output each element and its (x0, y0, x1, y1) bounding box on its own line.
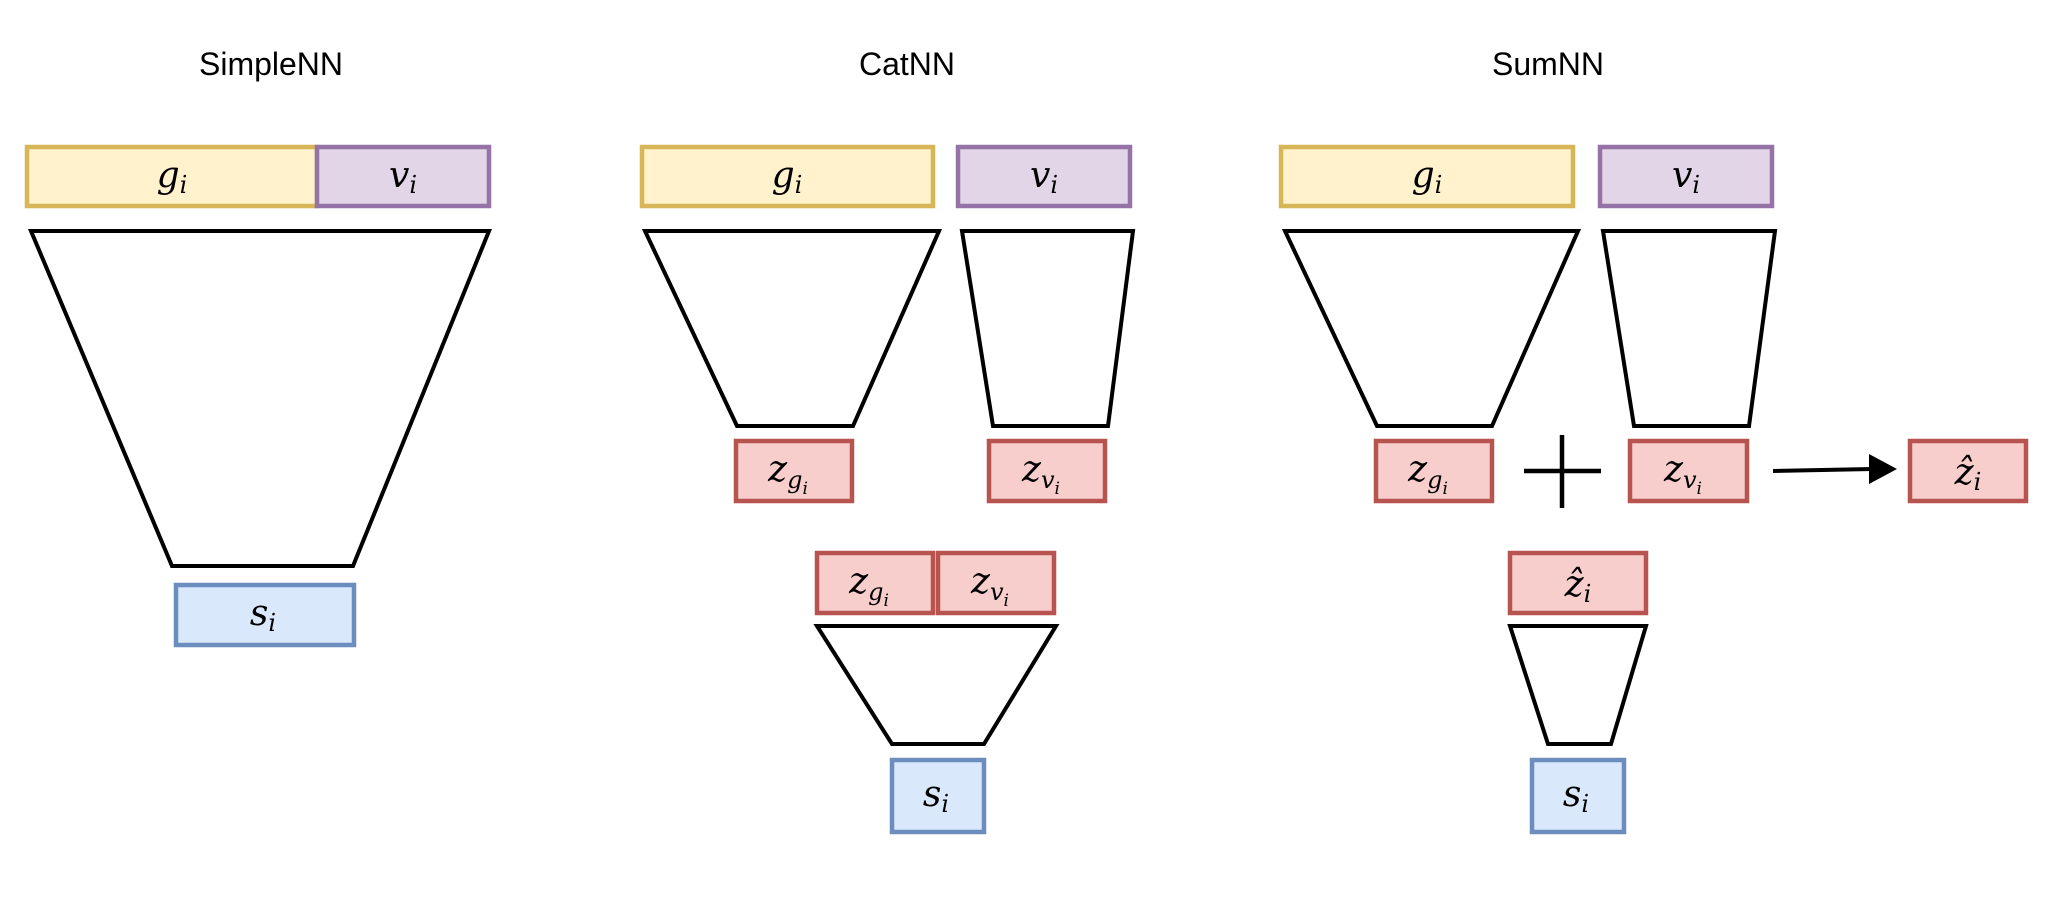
sumnn-output-s-label: si (1563, 774, 1589, 818)
catnn-head-trapezoid (813, 624, 1060, 746)
sumnn-output-s-box (1529, 757, 1627, 835)
simplenn-input-v-box (314, 144, 492, 209)
sumnn-z-v-label: zvi (1663, 449, 1702, 499)
plus-icon (1524, 435, 1601, 508)
catnn-v-encoder-trapezoid (959, 229, 1136, 428)
sumnn-input-g-box (1278, 144, 1576, 209)
catnn-concat-z-g-label: zgi (848, 561, 889, 611)
simplenn-input-g-label: gi (157, 155, 188, 199)
title-sumnn: SumNN (1492, 46, 1604, 82)
catnn-input-v-label: vi (1030, 155, 1058, 199)
sumnn-input-v-label: vi (1672, 155, 1700, 199)
simplenn-input-v-label: vi (389, 155, 417, 199)
catnn-concat-z-v-box (935, 550, 1057, 616)
catnn-output-s-box (889, 757, 987, 835)
catnn-g-encoder-trapezoid (641, 229, 943, 428)
catnn-output-s-label: si (923, 774, 949, 818)
catnn-input-g-box (639, 144, 936, 209)
catnn-z-v-label: zvi (1021, 449, 1060, 499)
catnn-input-v-box (955, 144, 1133, 209)
simplenn-output-s-label: si (250, 593, 276, 637)
catnn-panel: gi vi zgi zvi zgi zvi si (639, 144, 1136, 835)
simplenn-output-s-box (173, 582, 357, 648)
title-simplenn: SimpleNN (199, 46, 343, 82)
sumnn-sum-result-box (1907, 438, 2029, 504)
catnn-concat-z-v-label: zvi (970, 561, 1009, 611)
catnn-z-v-box (986, 438, 1108, 504)
sumnn-g-encoder-trapezoid (1281, 229, 1582, 428)
catnn-z-g-box (733, 438, 855, 504)
sumnn-panel: gi vi zgi zvi ẑi ẑi (1278, 144, 2029, 835)
simplenn-input-g-box (24, 144, 320, 209)
sumnn-head-trapezoid (1507, 624, 1649, 746)
catnn-z-g-label: zgi (767, 449, 808, 499)
title-catnn: CatNN (859, 46, 955, 82)
catnn-input-g-label: gi (772, 155, 803, 199)
catnn-concat-z-g-box (814, 550, 936, 616)
sumnn-z-g-label: zgi (1407, 449, 1448, 499)
sumnn-sum-result-label: ẑi (1954, 452, 1982, 496)
sumnn-head-input-box (1507, 550, 1649, 616)
simplenn-network-trapezoid (27, 229, 492, 568)
sumnn-input-g-label: gi (1412, 155, 1443, 199)
sumnn-v-encoder-trapezoid (1600, 229, 1778, 428)
sumnn-z-g-box (1373, 438, 1495, 504)
arrow-right-icon (1772, 454, 1897, 484)
sumnn-head-input-label: ẑi (1564, 564, 1592, 608)
sumnn-z-v-box (1627, 438, 1750, 504)
simplenn-panel: gi vi si (24, 144, 492, 648)
sumnn-input-v-box (1597, 144, 1775, 209)
